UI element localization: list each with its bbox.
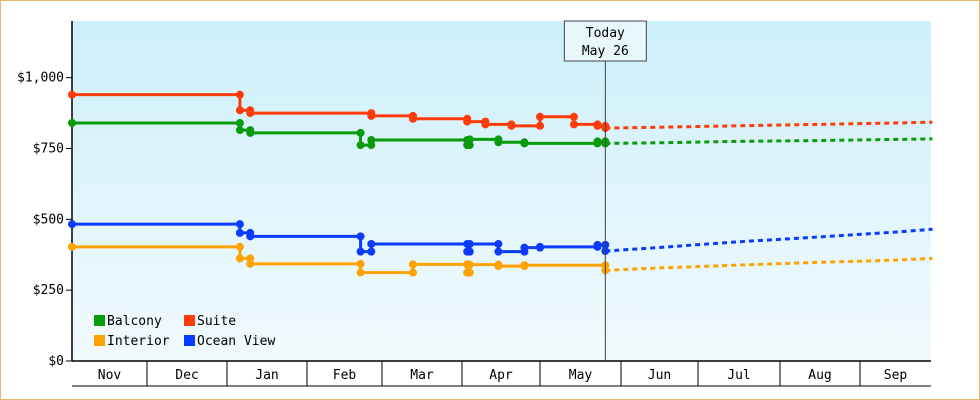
data-point: [356, 232, 365, 241]
legend-swatch: [94, 315, 105, 326]
y-tick-label: $750: [33, 142, 64, 157]
data-point: [408, 268, 417, 277]
x-tick-label: Mar: [410, 368, 434, 383]
data-point: [569, 120, 578, 129]
data-point: [520, 139, 529, 148]
data-point: [246, 259, 255, 268]
y-tick-label: $500: [33, 212, 64, 227]
data-point: [235, 254, 244, 263]
data-point: [356, 247, 365, 256]
data-point: [465, 268, 474, 277]
data-point: [235, 228, 244, 237]
data-point: [593, 137, 602, 146]
legend-swatch: [184, 335, 195, 346]
data-point: [68, 90, 76, 99]
data-point: [235, 242, 244, 251]
data-point: [68, 220, 76, 229]
legend-label: Interior: [107, 334, 170, 349]
data-point: [507, 121, 516, 130]
legend-swatch: [184, 315, 195, 326]
data-point: [367, 239, 376, 248]
x-tick-label: May: [569, 368, 593, 383]
legend-label: Suite: [197, 314, 236, 329]
today-marker: Today May 26: [563, 20, 647, 361]
x-tick-label: Apr: [489, 368, 513, 383]
data-point: [68, 242, 76, 251]
data-point: [235, 119, 244, 127]
data-point: [235, 106, 244, 115]
data-point: [494, 262, 503, 271]
data-point: [356, 259, 365, 268]
data-point: [465, 135, 474, 144]
data-point: [235, 126, 244, 135]
data-point: [465, 247, 474, 256]
data-point: [68, 119, 76, 127]
data-point: [367, 111, 376, 120]
x-tick-label: Sep: [884, 368, 908, 383]
y-axis: $0 $250 $500 $750 $1,000: [17, 21, 73, 369]
data-point: [481, 120, 490, 129]
plot-background: [72, 21, 931, 361]
data-point: [465, 141, 474, 150]
data-point: [408, 114, 417, 123]
data-point: [356, 268, 365, 277]
x-tick-label: Feb: [333, 368, 357, 383]
y-tick-label: $0: [48, 354, 64, 369]
x-axis: Nov Dec Jan Feb Mar Apr May Jun Jul Aug Sep: [72, 360, 931, 387]
data-point: [465, 239, 474, 248]
data-point: [520, 243, 529, 252]
x-tick-label: Jun: [648, 368, 671, 383]
data-point: [494, 138, 503, 147]
series-lines: [68, 90, 933, 277]
y-tick-label: $1,000: [17, 71, 64, 86]
data-point: [593, 121, 602, 130]
data-point: [246, 232, 255, 241]
data-point: [463, 117, 472, 126]
data-point: [367, 136, 376, 144]
data-point: [356, 128, 365, 137]
data-point: [494, 247, 503, 256]
data-point: [246, 109, 255, 118]
data-point: [356, 141, 365, 150]
y-tick-label: $250: [33, 283, 64, 298]
data-point: [593, 240, 602, 249]
data-point: [536, 121, 544, 130]
data-point: [246, 128, 255, 137]
data-point: [536, 242, 544, 251]
today-label: Today: [586, 26, 625, 41]
data-point: [536, 112, 544, 121]
legend-swatch: [94, 335, 105, 346]
x-tick-label: Jan: [255, 368, 278, 383]
data-point: [235, 90, 244, 99]
legend-label: Balcony: [107, 314, 162, 329]
legend-label: Ocean View: [197, 334, 275, 349]
data-point: [520, 261, 529, 270]
data-point: [494, 239, 503, 248]
data-point: [235, 220, 244, 229]
data-point: [569, 112, 578, 121]
data-point: [465, 260, 474, 269]
x-tick-label: Jul: [727, 368, 750, 383]
data-point: [408, 260, 417, 269]
x-tick-label: Nov: [98, 368, 122, 383]
x-tick-label: Dec: [175, 368, 198, 383]
today-box: [563, 20, 647, 62]
x-tick-label: Aug: [808, 368, 831, 383]
data-point: [367, 247, 376, 256]
legend: Balcony Suite Interior Ocean View: [94, 314, 275, 349]
today-date: May 26: [582, 44, 629, 59]
